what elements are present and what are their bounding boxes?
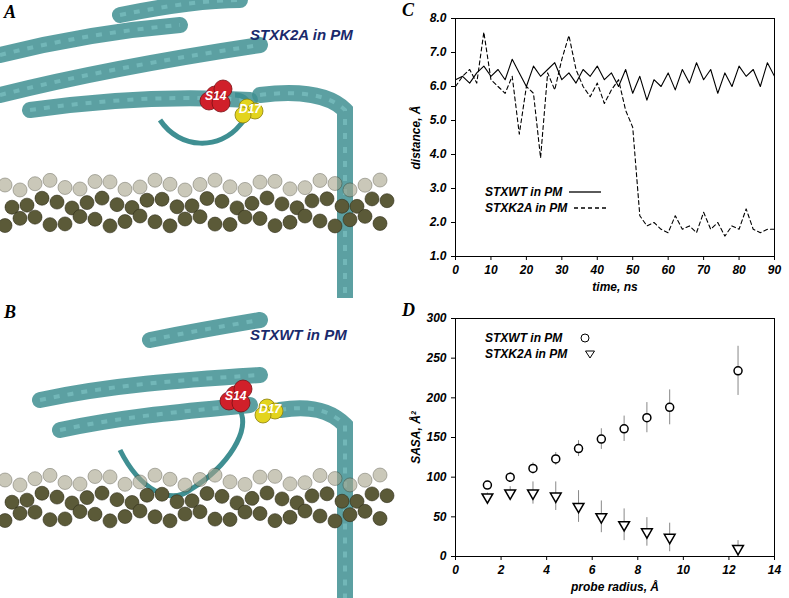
- svg-text:STXWT in PM: STXWT in PM: [250, 326, 347, 343]
- svg-text:0: 0: [452, 563, 459, 577]
- svg-text:20: 20: [519, 263, 534, 277]
- svg-text:STXK2A in PM: STXK2A in PM: [250, 26, 353, 43]
- svg-text:time, ns: time, ns: [592, 280, 638, 294]
- svg-text:8.0: 8.0: [430, 11, 447, 25]
- svg-text:4: 4: [542, 563, 550, 577]
- svg-text:10: 10: [484, 263, 498, 277]
- svg-text:80: 80: [732, 263, 746, 277]
- svg-text:6.0: 6.0: [430, 79, 447, 93]
- html-text:A: A: [4, 2, 16, 22]
- svg-text:SASA, Å²: SASA, Å²: [409, 410, 423, 464]
- svg-text:50: 50: [433, 510, 447, 524]
- svg-text:D17: D17: [259, 402, 282, 416]
- svg-text:12: 12: [722, 563, 736, 577]
- svg-text:probe radius, Å: probe radius, Å: [570, 580, 659, 594]
- svg-text:200: 200: [425, 391, 446, 405]
- svg-text:50: 50: [626, 263, 640, 277]
- html-text:STXK2A in PM: STXK2A in PM: [485, 201, 568, 215]
- svg-text:0: 0: [452, 263, 459, 277]
- html-text:STXWT in PM: STXWT in PM: [485, 331, 563, 345]
- svg-text:150: 150: [426, 430, 446, 444]
- svg-text:60: 60: [661, 263, 675, 277]
- svg-text:S14: S14: [225, 389, 247, 403]
- svg-text:0: 0: [440, 549, 447, 563]
- svg-text:2.0: 2.0: [429, 215, 447, 229]
- svg-text:4.0: 4.0: [429, 147, 447, 161]
- svg-text:7.0: 7.0: [430, 45, 447, 59]
- svg-text:70: 70: [697, 263, 711, 277]
- svg-text:1.0: 1.0: [430, 249, 447, 263]
- html-text:STXWT in PM: STXWT in PM: [485, 185, 563, 199]
- svg-text:3.0: 3.0: [430, 181, 447, 195]
- svg-text:distance, Å: distance, Å: [409, 105, 423, 169]
- svg-text:30: 30: [555, 263, 569, 277]
- html-text:C: C: [402, 0, 414, 20]
- svg-text:D17: D17: [239, 102, 262, 116]
- svg-text:S14: S14: [205, 89, 227, 103]
- svg-text:14: 14: [768, 563, 782, 577]
- svg-text:8: 8: [634, 563, 641, 577]
- svg-text:100: 100: [426, 470, 446, 484]
- svg-text:5.0: 5.0: [430, 113, 447, 127]
- svg-text:40: 40: [590, 263, 605, 277]
- html-text:D: D: [402, 300, 415, 320]
- svg-text:2: 2: [497, 563, 505, 577]
- svg-text:250: 250: [425, 351, 446, 365]
- html-text:B: B: [4, 302, 16, 322]
- svg-text:6: 6: [589, 563, 596, 577]
- html-text:STXK2A in PM: STXK2A in PM: [485, 347, 568, 361]
- svg-text:10: 10: [677, 563, 691, 577]
- svg-text:300: 300: [426, 311, 446, 325]
- svg-text:90: 90: [768, 263, 782, 277]
